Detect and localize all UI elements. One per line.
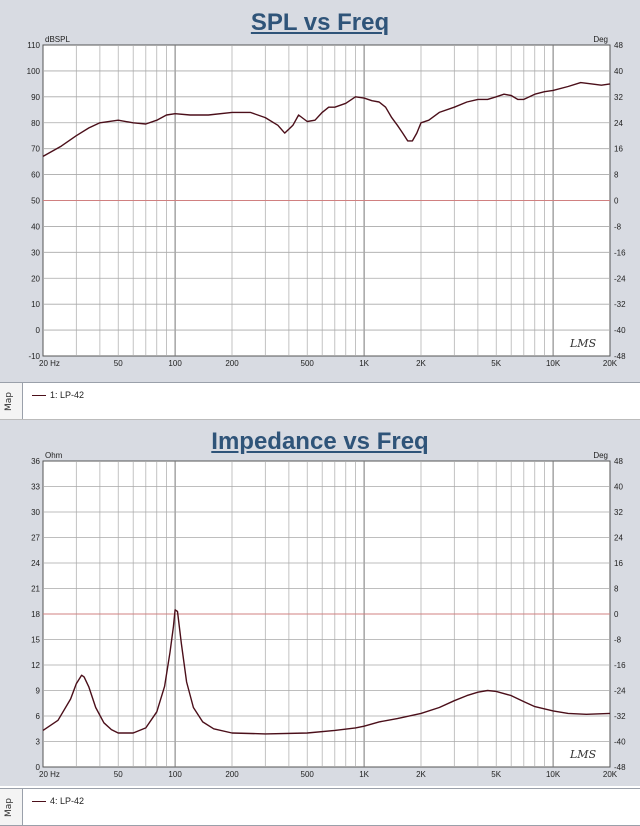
y-tick-label-left: 30 <box>31 508 40 517</box>
y-tick-label-left: 33 <box>31 483 40 492</box>
y-tick-label-left: -10 <box>28 352 40 361</box>
response-curve <box>42 609 611 735</box>
y-tick-label-right: 24 <box>614 119 623 128</box>
x-tick-label: 500 <box>301 770 315 779</box>
spl-chart-title: SPL vs Freq <box>250 9 390 36</box>
y-tick-label-left: 110 <box>27 41 40 50</box>
x-tick-label: 10K <box>546 770 561 779</box>
y-tick-label-right: -24 <box>614 274 626 283</box>
y-tick-label-right: -8 <box>614 222 622 231</box>
y-tick-label-right: 40 <box>614 67 623 76</box>
y-tick-label-right: -40 <box>614 326 626 335</box>
y-tick-label-left: 10 <box>31 300 40 309</box>
x-tick-label: 2K <box>416 359 426 368</box>
impedance-legend-strip: Map 4: LP-42 <box>0 788 640 826</box>
y-tick-label-right: 48 <box>614 457 623 466</box>
x-tick-label: 2K <box>416 770 426 779</box>
y-tick-label-left: 27 <box>31 534 40 543</box>
y-tick-label-right: -48 <box>614 763 626 772</box>
y-tick-label-left: 20 <box>31 274 40 283</box>
x-tick-label: 500 <box>301 359 315 368</box>
y-tick-label-left: 50 <box>31 197 40 206</box>
y-tick-label-right: 16 <box>614 145 623 154</box>
y-tick-label-right: 48 <box>614 41 623 50</box>
y-axis-unit-left: dBSPL <box>45 35 70 44</box>
y-axis-unit-left: Ohm <box>45 451 63 460</box>
y-tick-label-left: 0 <box>36 763 41 772</box>
x-tick-label: 5K <box>491 359 501 368</box>
y-tick-label-right: 8 <box>614 171 619 180</box>
x-tick-label: 200 <box>225 770 239 779</box>
y-tick-label-right: -32 <box>614 300 626 309</box>
spl-chart: 1101009080706050403020100-10484032241680… <box>27 35 626 368</box>
y-axis-unit-right: Deg <box>593 451 608 460</box>
y-tick-label-left: 15 <box>31 636 40 645</box>
x-tick-label: 20K <box>603 359 618 368</box>
impedance-chart: 3633302724211815129630484032241680-8-16-… <box>31 451 626 779</box>
lms-watermark: LMS <box>569 337 597 350</box>
x-tick-label: 50 <box>114 770 123 779</box>
y-axis-unit-right: Deg <box>593 35 608 44</box>
impedance-legend-entry[interactable]: 4: LP-42 <box>32 796 84 806</box>
y-tick-label-left: 9 <box>36 687 41 696</box>
y-tick-label-left: 3 <box>36 738 41 747</box>
spl-legend-label: 1: LP-42 <box>50 390 85 400</box>
x-tick-label: 10K <box>546 359 561 368</box>
y-tick-label-right: 24 <box>614 534 623 543</box>
y-tick-label-left: 40 <box>31 222 40 231</box>
y-tick-label-right: -16 <box>614 248 626 257</box>
impedance-chart-panel: Impedance vs Freq 36 33 30 27 24 21 18 15 12 9 6 3 0… <box>0 420 640 786</box>
y-tick-label-left: 21 <box>31 585 40 594</box>
y-tick-label-right: 32 <box>614 508 623 517</box>
y-tick-label-left: 80 <box>31 119 40 128</box>
lms-watermark: LMS <box>569 748 597 761</box>
y-tick-label-left: 12 <box>31 661 40 670</box>
y-tick-label-left: 30 <box>31 248 40 257</box>
y-tick-label-right: -16 <box>614 661 626 670</box>
y-tick-label-left: 60 <box>31 171 40 180</box>
map-tab-label: Map <box>4 392 14 411</box>
impedance-chart-title: Impedance vs Freq <box>211 428 429 455</box>
x-tick-label: 1K <box>359 770 369 779</box>
y-tick-label-left: 100 <box>27 67 41 76</box>
y-tick-label-right: -8 <box>614 636 622 645</box>
y-tick-label-left: 18 <box>31 610 40 619</box>
x-tick-label: 1K <box>359 359 369 368</box>
panel-divider <box>0 419 640 420</box>
y-tick-label-right: 0 <box>614 610 619 619</box>
legend-line-swatch <box>32 801 46 803</box>
x-tick-label: 20 Hz <box>39 359 60 368</box>
y-tick-label-left: 6 <box>36 712 41 721</box>
y-tick-label-left: 90 <box>31 93 40 102</box>
y-tick-label-left: 0 <box>36 326 41 335</box>
y-tick-label-left: 36 <box>31 457 40 466</box>
map-tab[interactable]: Map <box>0 789 23 825</box>
impedance-legend-label: 4: LP-42 <box>50 796 85 806</box>
y-tick-label-right: 16 <box>614 559 623 568</box>
x-tick-label: 20 Hz <box>39 770 60 779</box>
spl-legend-strip: Map 1: LP-42 <box>0 382 640 420</box>
x-tick-label: 100 <box>168 359 182 368</box>
y-tick-label-right: -40 <box>614 738 626 747</box>
y-tick-label-left: 70 <box>31 145 40 154</box>
x-tick-label: 200 <box>225 359 239 368</box>
y-tick-label-left: 24 <box>31 559 40 568</box>
spl-chart-panel: SPL vs Freq 110 100 90 80 70 60 50 40 30 20 10 0 -10… <box>0 0 640 382</box>
y-tick-label-right: 8 <box>614 585 619 594</box>
y-tick-label-right: -32 <box>614 712 626 721</box>
map-tab[interactable]: Map <box>0 383 23 419</box>
x-tick-label: 100 <box>168 770 182 779</box>
y-tick-label-right: 32 <box>614 93 623 102</box>
response-curve <box>42 81 611 158</box>
y-tick-label-right: 0 <box>614 197 619 206</box>
spl-legend-entry[interactable]: 1: LP-42 <box>32 390 84 400</box>
x-tick-label: 20K <box>603 770 618 779</box>
x-tick-label: 50 <box>114 359 123 368</box>
legend-line-swatch <box>32 395 46 397</box>
y-tick-label-right: 40 <box>614 483 623 492</box>
x-tick-label: 5K <box>491 770 501 779</box>
y-tick-label-right: -48 <box>614 352 626 361</box>
y-tick-label-right: -24 <box>614 687 626 696</box>
map-tab-label: Map <box>4 798 14 817</box>
